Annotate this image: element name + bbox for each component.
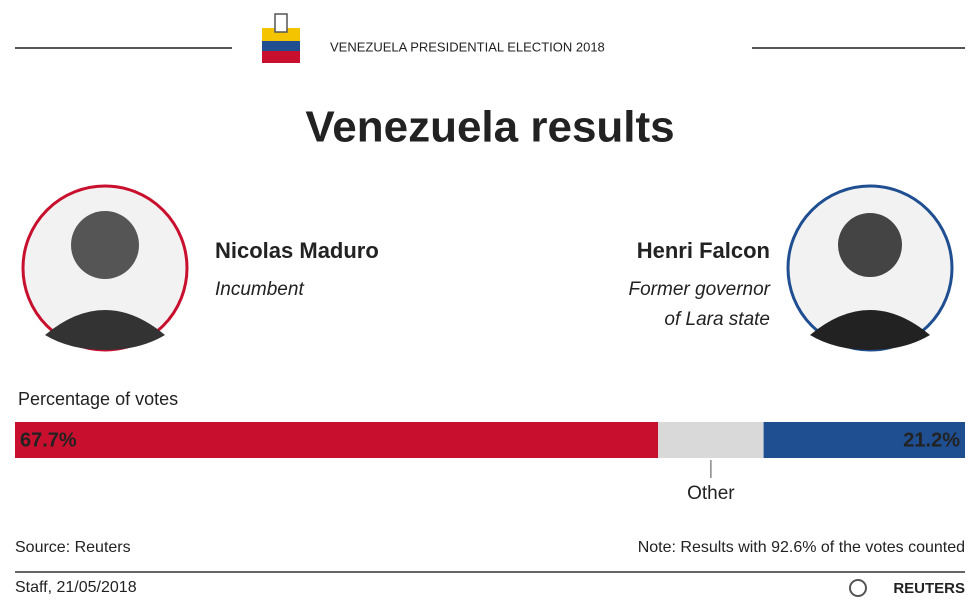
source: Source: Reuters: [15, 539, 131, 556]
credit: Staff, 21/05/2018: [15, 579, 137, 596]
candidate-name: Henri Falcon: [637, 238, 770, 263]
chart-title: Percentage of votes: [18, 389, 178, 409]
portrait: [21, 184, 189, 352]
portrait: [786, 184, 954, 352]
candidate-name: Nicolas Maduro: [215, 238, 379, 263]
bar-segment: [658, 422, 764, 458]
logo: REUTERS: [893, 580, 965, 597]
logo-mark: [849, 579, 867, 597]
segment-label: Other: [687, 483, 735, 504]
value-label: 21.2%: [903, 429, 960, 451]
title: Venezuela results: [305, 103, 674, 152]
candidate-role: Incumbent: [215, 279, 304, 300]
ballot-icon: [262, 13, 300, 63]
bar-segment: [763, 422, 965, 458]
candidate-role: of Lara state: [664, 309, 770, 330]
value-label: 67.7%: [20, 429, 77, 451]
note: Note: Results with 92.6% of the votes co…: [638, 539, 965, 556]
kicker: VENEZUELA PRESIDENTIAL ELECTION 2018: [330, 39, 605, 54]
candidate-role: Former governor: [629, 279, 771, 300]
bar-segment: [15, 422, 659, 458]
